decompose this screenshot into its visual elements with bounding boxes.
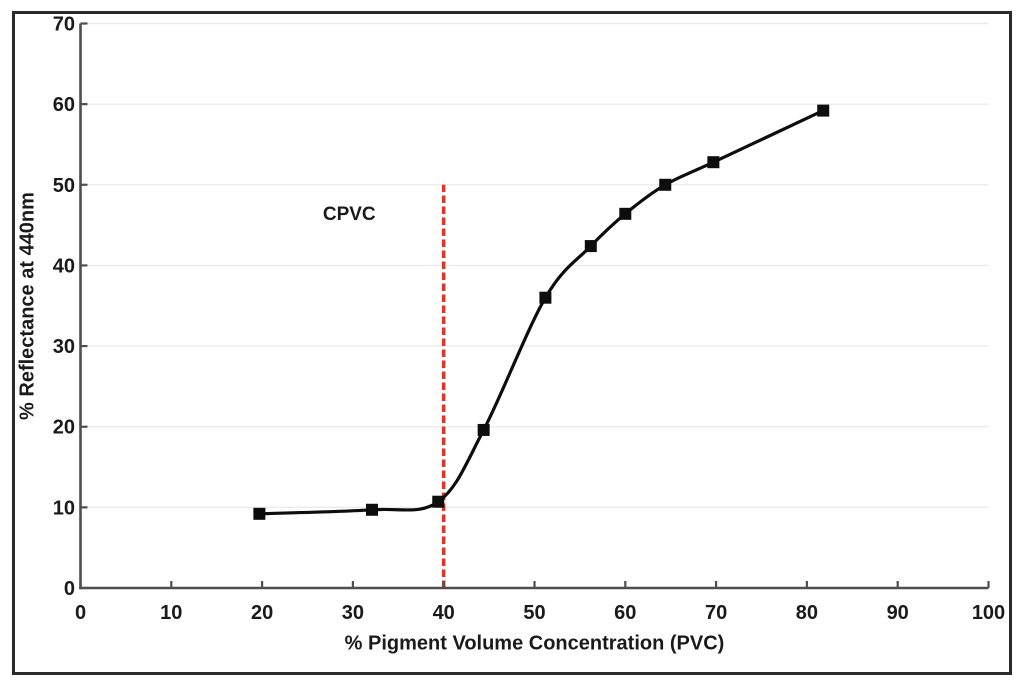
x-tick-label: 0: [75, 602, 86, 624]
data-point-marker: [707, 156, 720, 169]
y-tick-label: 50: [53, 175, 75, 197]
y-tick-label: 20: [53, 417, 75, 439]
y-tick-label: 40: [53, 255, 75, 277]
y-tick-label: 30: [53, 336, 75, 358]
y-tick-label: 70: [53, 14, 75, 36]
data-point-marker: [477, 423, 490, 436]
data-point-marker: [817, 104, 830, 117]
figure-border: [12, 11, 1012, 675]
data-point-marker: [659, 178, 672, 191]
x-tick-label: 10: [160, 602, 182, 624]
data-point-marker: [253, 507, 266, 520]
x-tick-label: 90: [887, 602, 909, 624]
x-tick-label: 40: [433, 602, 455, 624]
data-curve: [257, 109, 825, 516]
x-tick-label: 30: [342, 602, 364, 624]
data-point-marker: [619, 207, 632, 220]
x-tick-label: 70: [705, 602, 727, 624]
x-tick-label: 20: [251, 602, 273, 624]
y-tick-label: 60: [53, 94, 75, 116]
y-tick-label: 10: [53, 497, 75, 519]
data-point-marker: [539, 291, 552, 304]
y-tick-label: 0: [64, 578, 75, 600]
x-tick-label: 60: [614, 602, 636, 624]
data-point-marker: [365, 503, 378, 516]
data-point-marker: [432, 495, 445, 508]
x-tick-label: 50: [523, 602, 545, 624]
cpvc-annotation-label: CPVC: [322, 203, 376, 225]
y-axis-title: % Reflectance at 440nm: [16, 191, 39, 420]
x-tick-label: 100: [972, 602, 1005, 624]
x-tick-label: 80: [796, 602, 818, 624]
data-point-marker: [584, 240, 597, 253]
x-axis-title: % Pigment Volume Concentration (PVC): [344, 632, 725, 655]
